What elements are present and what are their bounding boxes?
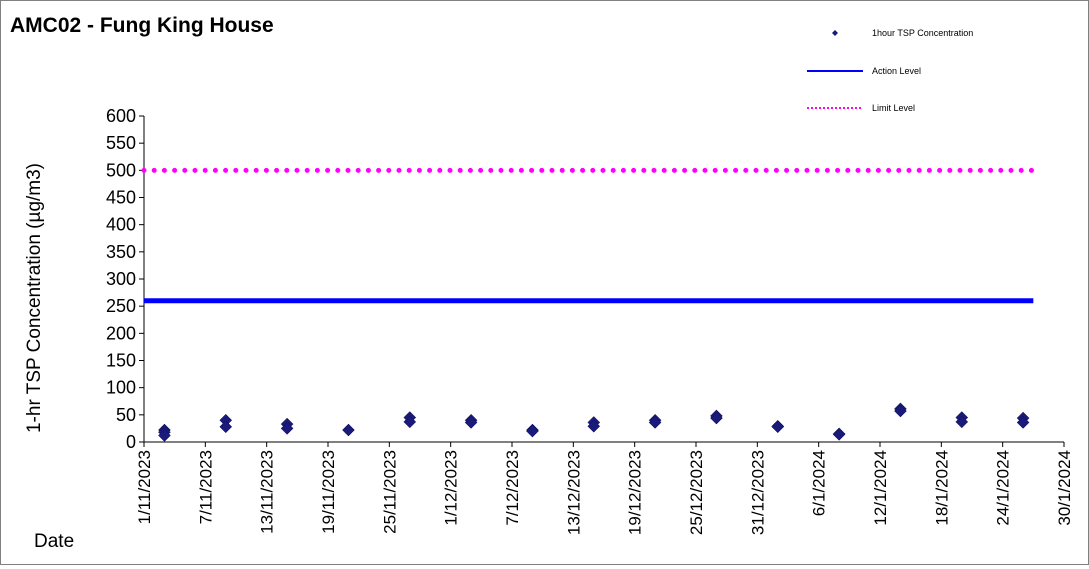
data-point [955, 415, 969, 429]
x-tick-label: 13/11/2023 [258, 450, 277, 534]
data-points [158, 402, 1030, 442]
data-point [1016, 416, 1030, 429]
x-tick-label: 24/1/2024 [994, 450, 1013, 526]
y-tick-label: 50 [116, 405, 136, 425]
y-tick-label: 300 [106, 269, 136, 289]
y-tick-label: 0 [126, 432, 136, 452]
data-point [158, 429, 171, 442]
data-point [771, 420, 785, 434]
level-lines [141, 167, 1036, 304]
y-tick-label: 600 [106, 106, 136, 126]
data-point [219, 420, 233, 434]
x-tick-label: 13/12/2023 [564, 450, 583, 535]
y-tick-label: 400 [106, 215, 136, 235]
y-tick-label: 350 [106, 242, 136, 262]
x-tick-label: 12/1/2024 [871, 450, 890, 526]
data-point [464, 416, 478, 429]
data-point [832, 428, 846, 441]
x-tick-label: 25/12/2023 [687, 450, 706, 535]
data-point [894, 404, 907, 418]
y-ticks: 0 50 100 150 200 250 300 350 400 450 500 550 600 [106, 106, 144, 452]
y-tick-label: 500 [106, 160, 136, 180]
y-tick-label: 200 [106, 323, 136, 343]
x-tick-label: 1/12/2023 [442, 450, 461, 526]
data-point [342, 423, 355, 437]
x-tick-label: 7/11/2023 [196, 450, 215, 524]
x-tick-label: 30/1/2024 [1055, 450, 1074, 526]
legend-label: Action Level [872, 66, 921, 76]
y-axis-label: 1-hr TSP Concentration (µg/m3) [24, 163, 45, 433]
legend-label: Limit Level [872, 103, 915, 113]
data-point [710, 411, 723, 425]
x-tick-label: 7/12/2023 [503, 450, 522, 526]
legend-label: 1hour TSP Concentration [872, 28, 973, 38]
legend: 1hour TSP Concentration Action Level Limit… [807, 28, 973, 113]
y-tick-label: 250 [106, 296, 136, 316]
y-tick-label: 150 [106, 351, 136, 371]
y-tick-label: 100 [106, 378, 136, 398]
x-tick-label: 19/11/2023 [319, 450, 338, 534]
chart-title: AMC02 - Fung King House [10, 14, 274, 37]
x-tick-label: 18/1/2024 [932, 450, 951, 526]
x-tick-label: 31/12/2023 [748, 450, 767, 535]
x-tick-label: 6/1/2024 [810, 450, 829, 516]
x-tick-label: 19/12/2023 [626, 450, 645, 535]
legend-swatch-tsp [832, 30, 838, 36]
data-point [587, 419, 601, 433]
x-tick-label: 25/11/2023 [380, 450, 399, 534]
y-tick-label: 450 [106, 188, 136, 208]
plot-area: 0 50 100 150 200 250 300 350 400 450 500 550 600 1/1… [106, 106, 1074, 535]
data-point [648, 416, 662, 429]
x-ticks: 1/11/2023 7/11/2023 13/11/2023 19/11/2023 25… [135, 442, 1074, 535]
data-point [526, 424, 539, 438]
x-tick-label: 1/11/2023 [135, 450, 154, 524]
y-tick-label: 550 [106, 133, 136, 153]
data-point [280, 422, 294, 435]
x-axis-label: Date [34, 531, 74, 552]
data-point [403, 415, 417, 429]
